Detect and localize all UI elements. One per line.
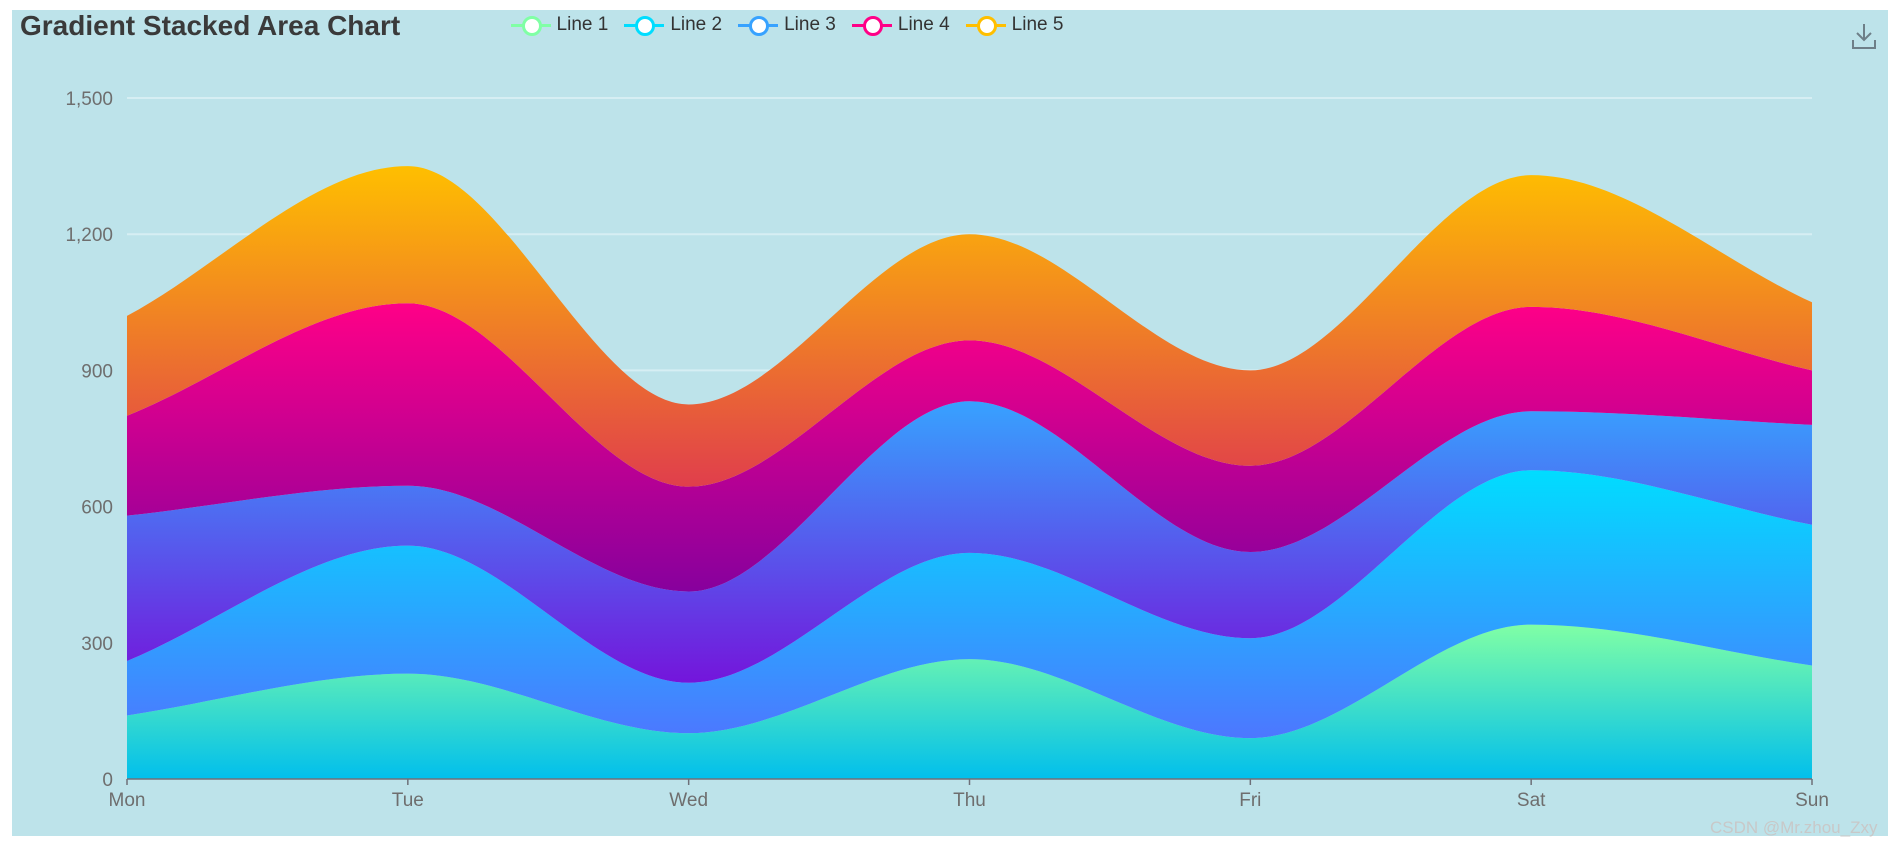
y-tick-label: 900 (81, 361, 113, 382)
y-tick-label: 1,500 (65, 89, 113, 110)
legend-label: Line 2 (670, 14, 723, 35)
area-line-1[interactable] (127, 624, 1812, 779)
x-tick-label: Fri (1239, 790, 1261, 811)
y-tick-label: 1,200 (65, 225, 113, 246)
x-tick-label: Thu (953, 790, 986, 811)
legend-marker-icon (738, 14, 779, 36)
legend-label: Line 4 (897, 14, 950, 35)
legend-label: Line 5 (1011, 14, 1064, 35)
area-series (127, 166, 1812, 779)
legend-label: Line 3 (784, 14, 836, 35)
x-tick-label: Wed (669, 790, 708, 811)
legend-item[interactable]: Line 3 (738, 14, 836, 36)
y-tick-label: 300 (81, 634, 113, 655)
area-line-4[interactable] (127, 303, 1812, 592)
watermark-text: CSDN @Mr.zhou_Zxy (1710, 818, 1878, 837)
y-tick-label: 0 (102, 770, 113, 791)
chart-title: Gradient Stacked Area Chart (20, 10, 401, 41)
area-line-3[interactable] (127, 401, 1812, 683)
legend: Line 1 Line 2 Line 3 Line 4 Line 5 (0, 14, 1904, 36)
download-icon[interactable] (1851, 22, 1877, 50)
area-line-2[interactable] (127, 470, 1812, 739)
x-tick-label: Mon (109, 790, 146, 811)
area-line-5[interactable] (127, 166, 1812, 487)
x-tick-label: Sat (1517, 790, 1546, 811)
legend-marker-icon (510, 14, 551, 36)
x-tick-label: Tue (392, 790, 424, 811)
legend-marker-icon (851, 14, 892, 36)
legend-marker-icon (624, 14, 665, 36)
axes: 0 300 600 900 1,200 1,500 Mon Tue Wed Thu Fri Sat Su… (65, 89, 1828, 811)
legend-item[interactable]: Line 5 (965, 14, 1064, 36)
y-tick-label: 600 (81, 498, 113, 519)
legend-item[interactable]: Line 2 (624, 14, 722, 36)
legend-item[interactable]: Line 4 (851, 14, 950, 36)
x-tick-label: Sun (1795, 790, 1829, 811)
legend-marker-icon (965, 14, 1006, 36)
legend-item[interactable]: Line 1 (510, 14, 609, 36)
legend-label: Line 1 (556, 14, 609, 35)
